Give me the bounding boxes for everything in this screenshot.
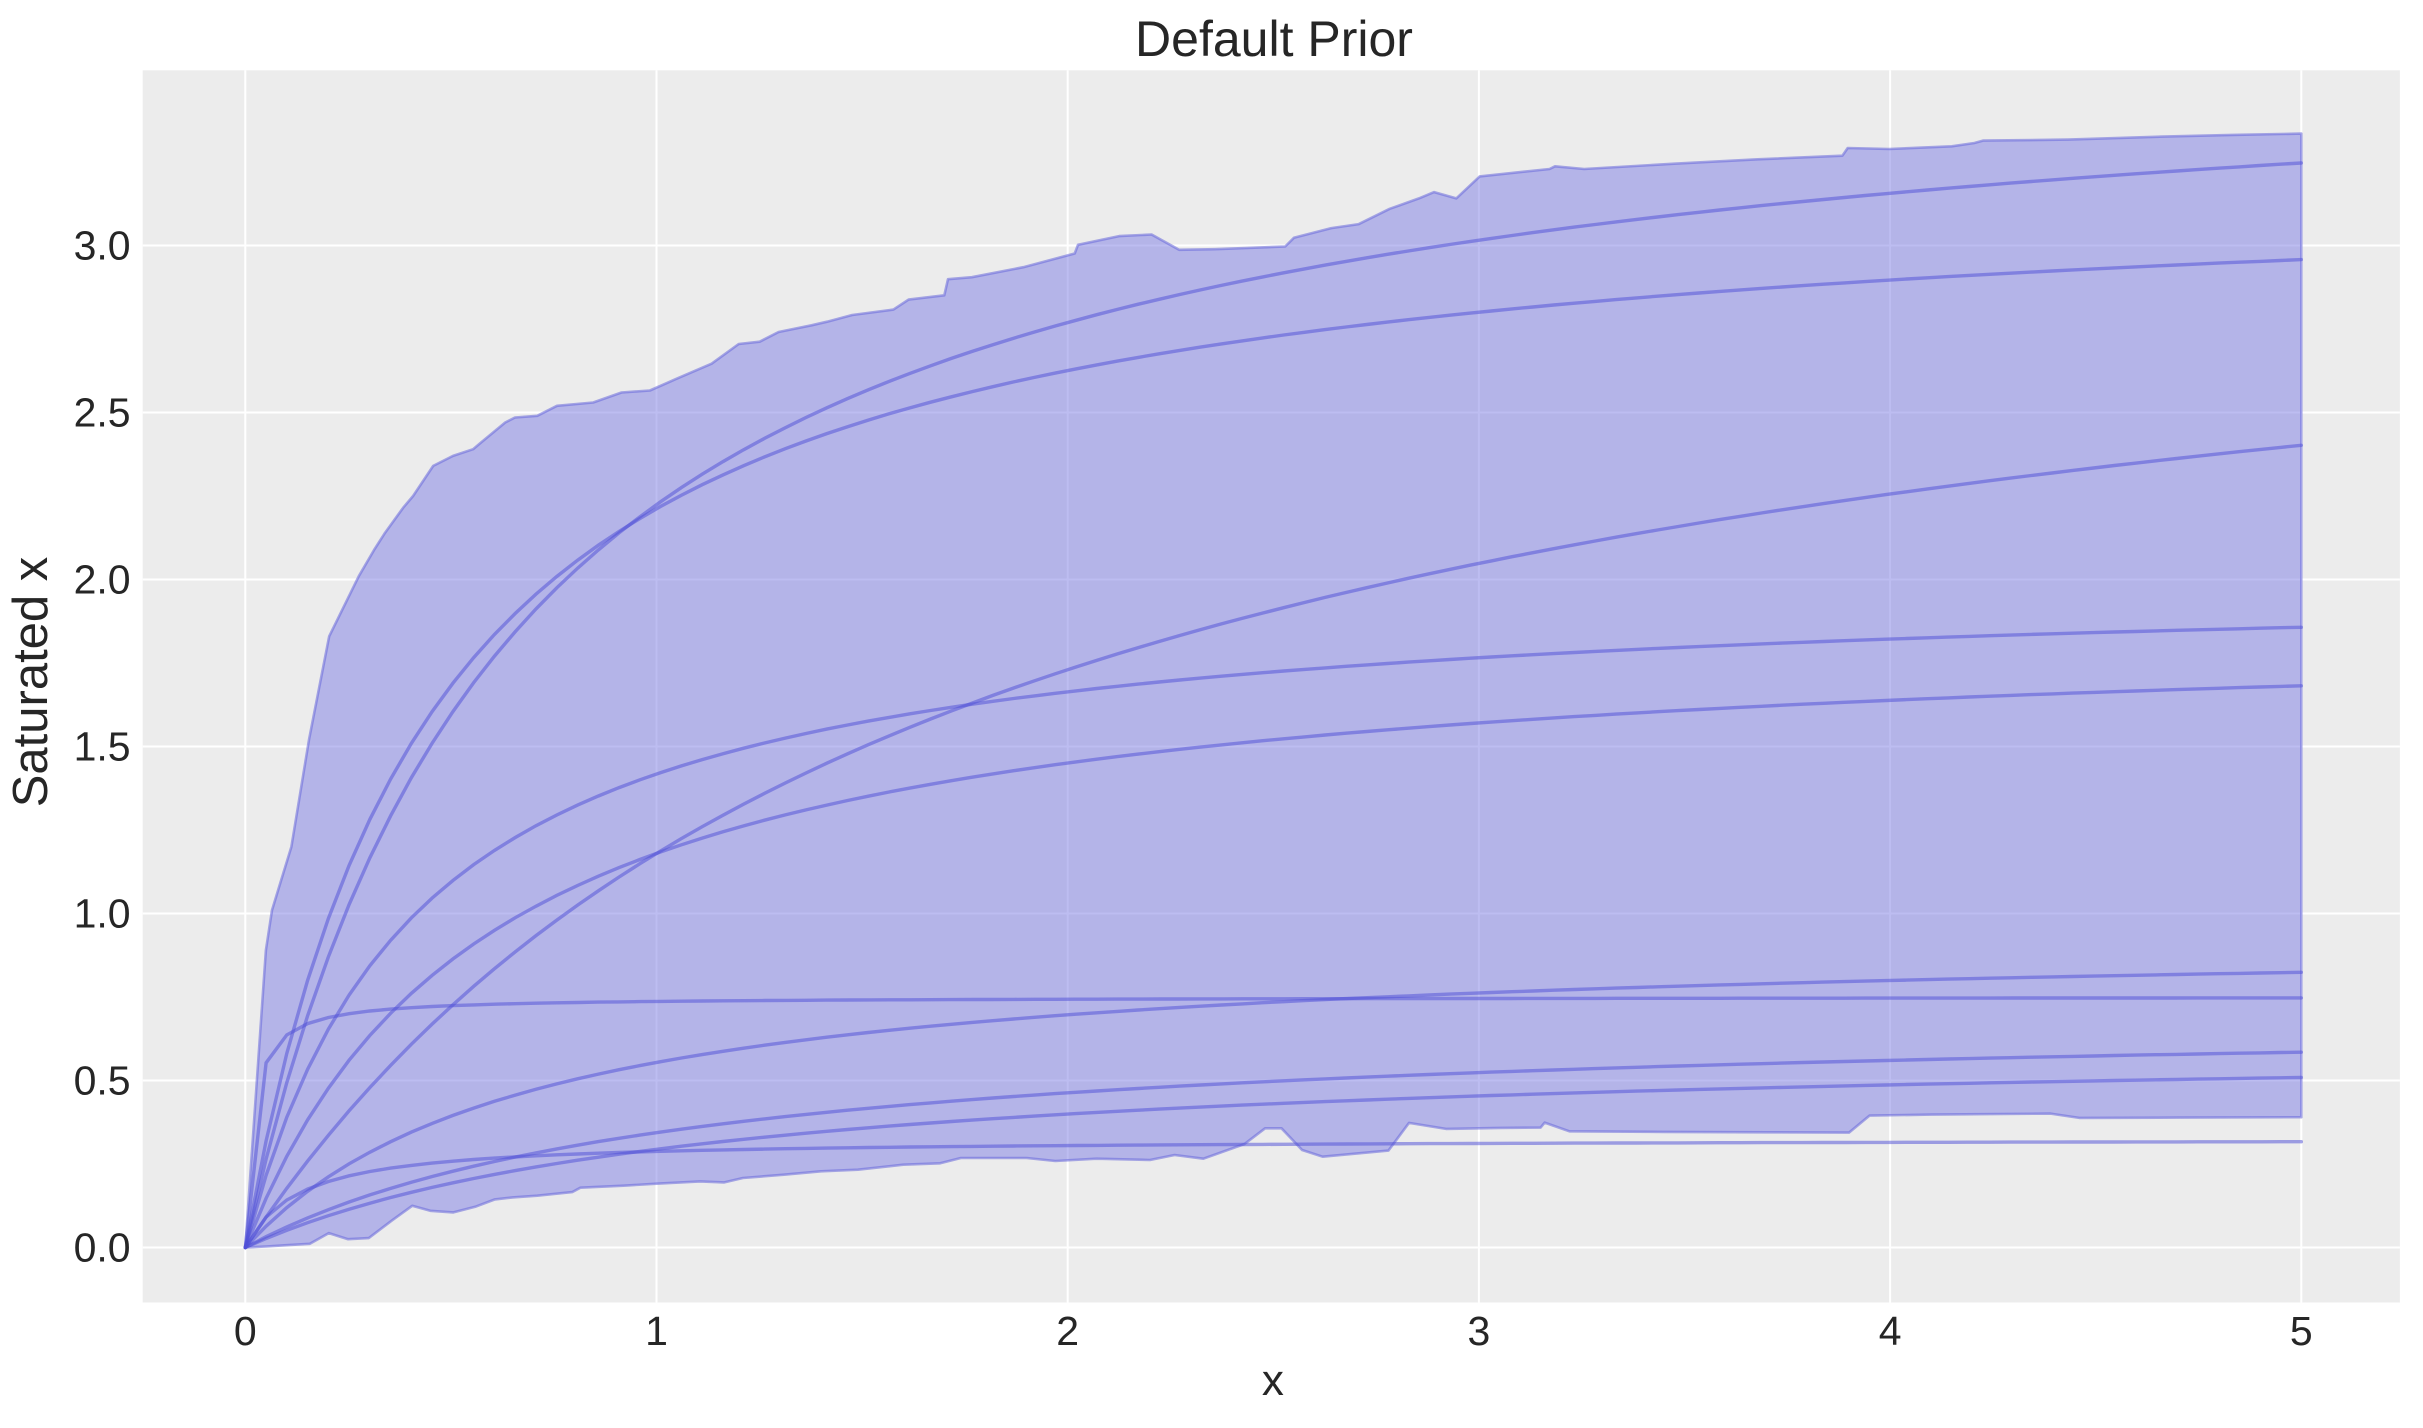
svg-text:1: 1 [645, 1308, 668, 1354]
svg-text:Saturated x: Saturated x [4, 557, 58, 808]
svg-text:Default Prior: Default Prior [1135, 11, 1413, 67]
svg-text:3.0: 3.0 [74, 223, 131, 269]
svg-text:1.5: 1.5 [74, 724, 131, 770]
svg-text:3: 3 [1467, 1308, 1490, 1354]
svg-text:0.0: 0.0 [74, 1225, 131, 1271]
svg-text:0.5: 0.5 [74, 1058, 131, 1104]
svg-text:1.0: 1.0 [74, 891, 131, 937]
svg-text:2.5: 2.5 [74, 390, 131, 436]
svg-text:x: x [1262, 1356, 1284, 1405]
svg-text:5: 5 [2290, 1308, 2313, 1354]
svg-text:2.0: 2.0 [74, 557, 131, 603]
svg-text:4: 4 [1879, 1308, 1902, 1354]
svg-text:2: 2 [1056, 1308, 1079, 1354]
svg-text:0: 0 [234, 1308, 257, 1354]
